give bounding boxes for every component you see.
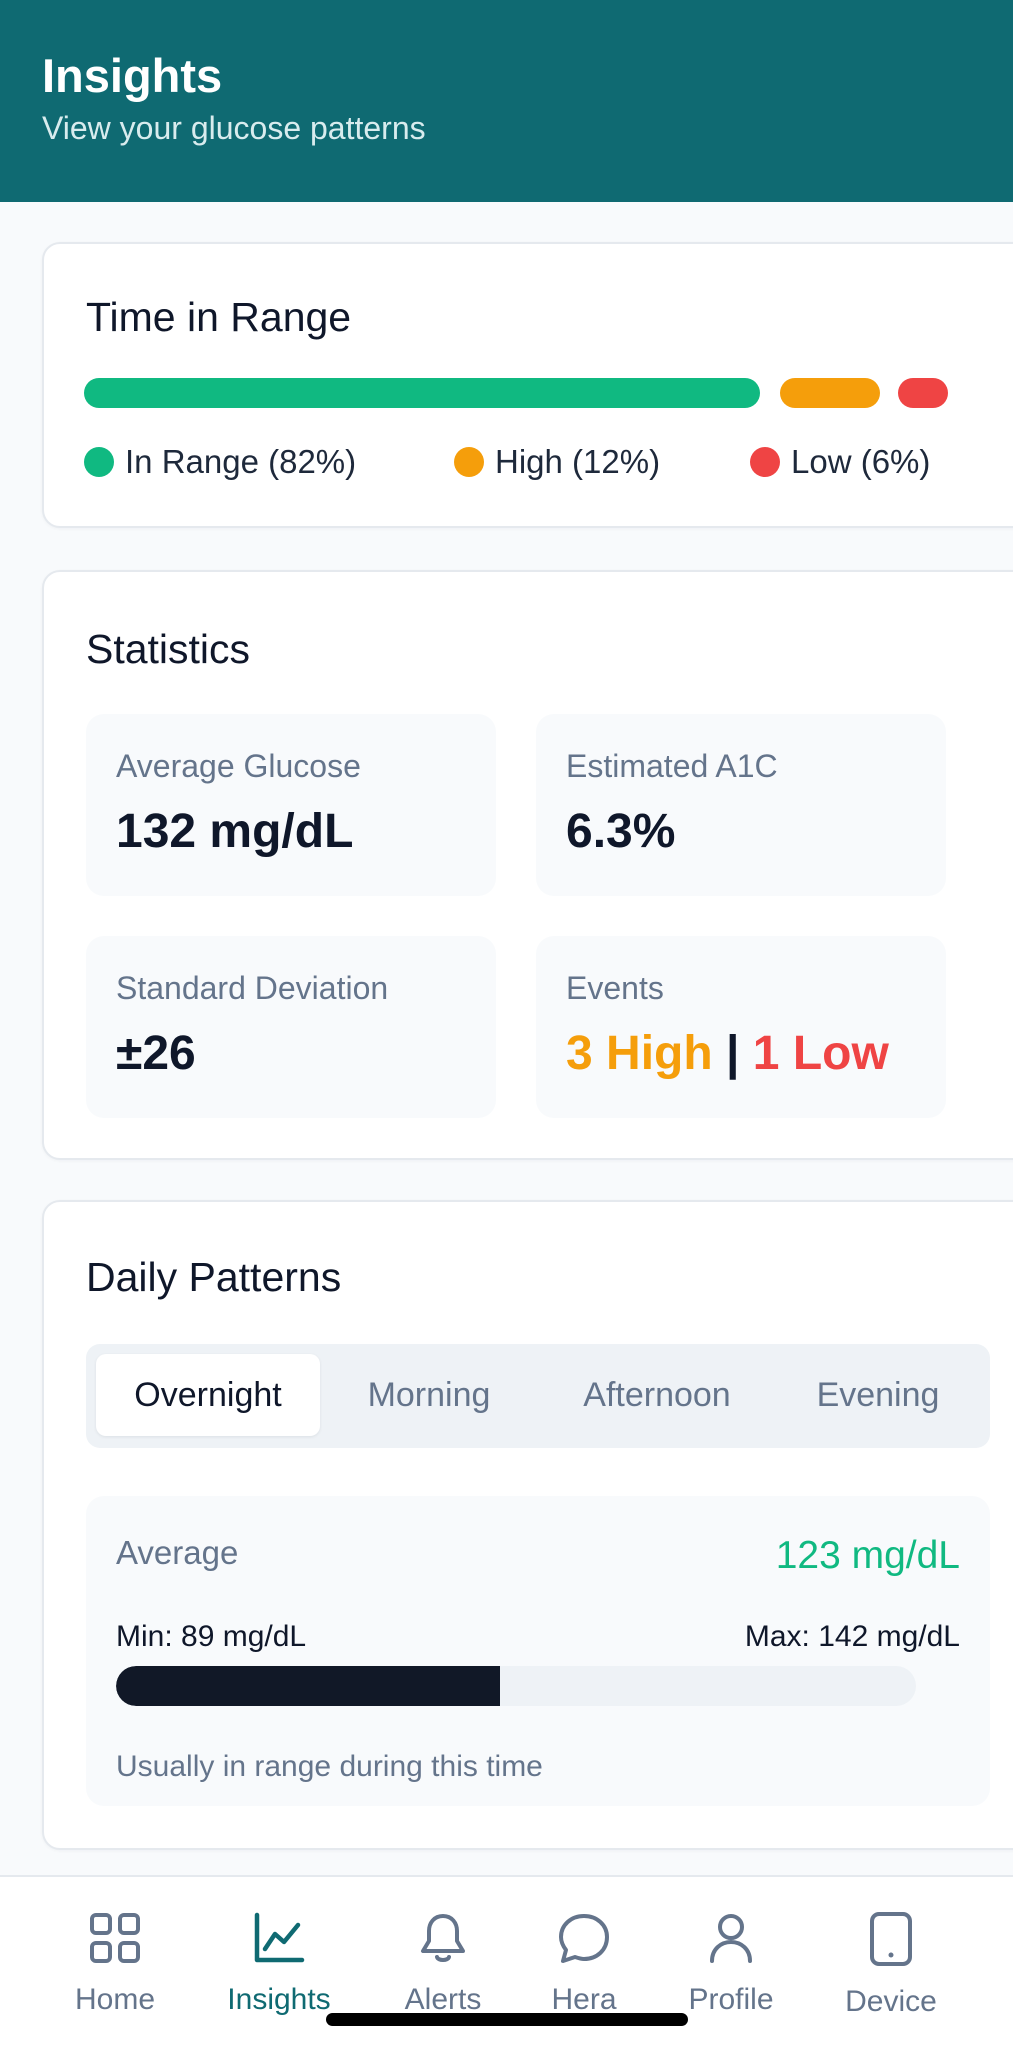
legend-high-label: High (12%) xyxy=(495,443,661,480)
person-icon xyxy=(710,1914,752,1963)
average-label: Average xyxy=(116,1534,239,1571)
legend-in-range-label: In Range (82%) xyxy=(125,443,357,480)
period-summary: Average 123 mg/dL Min: 89 mg/dL Max: 142… xyxy=(86,1496,990,1806)
period-segmented-control: Overnight Morning Afternoon Evening xyxy=(86,1344,990,1448)
estimated-a1c-label: Estimated A1C xyxy=(566,748,778,784)
nav-alerts[interactable]: Alerts xyxy=(368,1911,518,2017)
average-value: 123 mg/dL xyxy=(775,1534,960,1577)
page-subtitle: View your glucose patterns xyxy=(42,110,426,146)
range-progress-fill xyxy=(116,1666,500,1706)
nav-alerts-label: Alerts xyxy=(404,1983,482,2016)
legend-in-range: In Range (82%) xyxy=(84,440,356,484)
events-high: 3 High xyxy=(566,1027,713,1080)
bell-icon xyxy=(421,1914,465,1962)
home-indicator xyxy=(326,2013,688,2026)
time-in-range-title: Time in Range xyxy=(86,294,352,340)
estimated-a1c-tile: Estimated A1C 6.3% xyxy=(536,714,946,896)
in-range-dot xyxy=(84,447,114,477)
events-value: 3 High | 1 Low xyxy=(566,1026,889,1081)
events-label: Events xyxy=(566,970,664,1006)
legend-high: High (12%) xyxy=(454,440,660,484)
page-title: Insights xyxy=(42,49,223,102)
legend-low-label: Low (6%) xyxy=(791,443,931,480)
nav-home-label: Home xyxy=(74,1983,156,2016)
daily-patterns-card: Daily Patterns Overnight Morning Afterno… xyxy=(42,1200,1013,1850)
high-bar xyxy=(780,378,880,408)
nav-insights[interactable]: Insights xyxy=(204,1911,354,2017)
nav-home[interactable]: Home xyxy=(40,1911,190,2017)
tab-evening[interactable]: Evening xyxy=(816,1376,940,1414)
nav-hera[interactable]: Hera xyxy=(509,1911,659,2017)
standard-deviation-value: ±26 xyxy=(116,1027,196,1080)
high-dot xyxy=(454,447,484,477)
standard-deviation-label: Standard Deviation xyxy=(116,970,389,1006)
nav-profile-label: Profile xyxy=(688,1983,774,2016)
tab-overnight[interactable]: Overnight xyxy=(96,1354,320,1436)
nav-hera-label: Hera xyxy=(551,1983,617,2016)
chat-bubble-icon xyxy=(559,1914,609,1963)
time-in-range-card: Time in Range In Range (82%) High (12%) … xyxy=(42,242,1013,528)
tab-afternoon[interactable]: Afternoon xyxy=(583,1376,731,1414)
in-range-bar xyxy=(84,378,760,408)
chart-icon xyxy=(254,1912,305,1963)
events-low: 1 Low xyxy=(752,1027,889,1080)
nav-device-label: Device xyxy=(845,1985,937,2018)
daily-patterns-title: Daily Patterns xyxy=(86,1254,342,1300)
low-bar xyxy=(898,378,948,408)
estimated-a1c-value: 6.3% xyxy=(566,805,676,858)
grid-icon xyxy=(90,1913,140,1963)
statistics-card: Statistics Average Glucose 132 mg/dL Est… xyxy=(42,570,1013,1160)
phone-icon xyxy=(870,1912,912,1966)
average-glucose-tile: Average Glucose 132 mg/dL xyxy=(86,714,496,896)
events-tile: Events 3 High | 1 Low xyxy=(536,936,946,1118)
min-value: Min: 89 mg/dL xyxy=(116,1620,307,1653)
standard-deviation-tile: Standard Deviation ±26 xyxy=(86,936,496,1118)
tab-morning[interactable]: Morning xyxy=(367,1376,491,1414)
nav-insights-label: Insights xyxy=(227,1983,331,2016)
range-progress-bar xyxy=(116,1666,916,1706)
period-note: Usually in range during this time xyxy=(116,1750,543,1783)
low-dot xyxy=(750,447,780,477)
events-separator: | xyxy=(726,1027,740,1080)
statistics-title: Statistics xyxy=(86,626,251,672)
nav-device[interactable]: Device xyxy=(816,1911,966,2019)
page-header: Insights View your glucose patterns xyxy=(0,0,1013,202)
nav-profile[interactable]: Profile xyxy=(656,1911,806,2017)
average-glucose-label: Average Glucose xyxy=(116,748,361,784)
legend-low: Low (6%) xyxy=(750,440,930,484)
max-value: Max: 142 mg/dL xyxy=(744,1620,960,1653)
average-glucose-value: 132 mg/dL xyxy=(116,805,354,858)
